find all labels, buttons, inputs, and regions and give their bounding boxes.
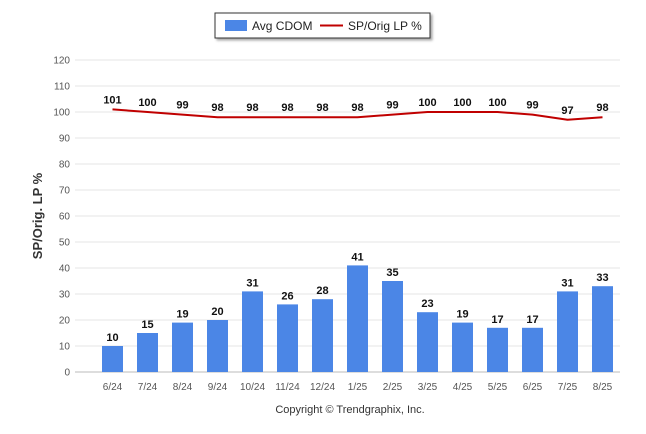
y-tick-label: 40 <box>59 264 71 275</box>
x-tick-label: 8/25 <box>593 382 613 393</box>
line-data-label: 99 <box>526 100 538 112</box>
line-data-label: 100 <box>488 97 506 109</box>
bar-data-label: 35 <box>386 267 398 279</box>
y-tick-label: 90 <box>59 134 71 145</box>
x-tick-label: 10/24 <box>240 382 265 393</box>
bar-data-label: 33 <box>596 272 608 284</box>
line-data-label: 98 <box>316 102 328 114</box>
bar-data-label: 31 <box>561 277 573 289</box>
line-data-label: 97 <box>561 105 573 117</box>
bar-data-label: 26 <box>281 290 293 302</box>
x-tick-label: 4/25 <box>453 382 473 393</box>
bar <box>347 265 368 372</box>
line-path <box>112 108 603 121</box>
bar <box>522 327 543 372</box>
bar-data-label: 31 <box>246 277 258 289</box>
x-tick-label: 7/24 <box>138 382 158 393</box>
x-tick-label: 2/25 <box>383 382 403 393</box>
bar-data-label: 17 <box>526 314 538 326</box>
bar <box>417 312 438 372</box>
grid-lines <box>75 59 620 373</box>
y-tick-label: 80 <box>59 160 71 171</box>
bar <box>382 281 403 372</box>
bar-data-label: 15 <box>141 319 153 331</box>
line-series: 101 100 99 98 98 98 98 98 99 100 100 100 99 97 98 <box>103 94 609 121</box>
bar <box>487 327 508 372</box>
x-tick-label: 6/24 <box>103 382 123 393</box>
bar <box>137 333 158 372</box>
x-tick-label: 5/25 <box>488 382 508 393</box>
y-axis-title: SP/Orig. LP % <box>30 172 45 259</box>
y-tick-label: 10 <box>59 342 71 353</box>
legend-label-line: SP/Orig LP % <box>348 19 422 33</box>
legend-swatch-bar <box>225 20 247 31</box>
line-data-label: 100 <box>418 97 436 109</box>
x-tick-label: 6/25 <box>523 382 543 393</box>
bar-data-label: 10 <box>106 332 118 344</box>
bar-data-label: 20 <box>211 306 223 318</box>
y-tick-label: 0 <box>64 368 70 379</box>
y-tick-label: 110 <box>54 82 70 93</box>
y-tick-label: 60 <box>59 212 71 223</box>
bar <box>312 299 333 372</box>
legend: Avg CDOM SP/Orig LP % <box>214 12 431 39</box>
bar-data-label: 19 <box>176 309 188 321</box>
line-data-label: 100 <box>138 97 156 109</box>
bar-data-label: 19 <box>456 309 468 321</box>
line-data-label: 98 <box>246 102 258 114</box>
legend-label-bar: Avg CDOM <box>252 19 312 33</box>
line-data-label: 99 <box>176 100 188 112</box>
x-axis-ticks: 6/24 7/24 8/24 9/24 10/24 11/24 12/24 1/25 2/25 3… <box>103 382 613 393</box>
y-tick-label: 120 <box>53 56 70 67</box>
x-tick-label: 8/24 <box>173 382 193 393</box>
bar <box>452 322 473 372</box>
y-tick-label: 70 <box>59 186 71 197</box>
bar <box>557 291 578 372</box>
bar-data-label: 28 <box>316 285 328 297</box>
line-data-label: 99 <box>386 100 398 112</box>
line-data-label: 101 <box>103 94 121 106</box>
x-tick-label: 11/24 <box>275 382 300 393</box>
line-data-label: 100 <box>453 97 471 109</box>
x-tick-label: 3/25 <box>418 382 438 393</box>
bar-data-label: 23 <box>421 298 433 310</box>
bar <box>277 304 298 372</box>
copyright-text: Copyright © Trendgraphix, Inc. <box>275 404 424 416</box>
y-axis-ticks: 0 10 20 30 40 50 60 70 80 90 100 110 120 <box>53 56 70 379</box>
bar <box>592 286 613 372</box>
y-tick-label: 50 <box>59 238 71 249</box>
line-data-label: 98 <box>211 102 223 114</box>
x-tick-label: 1/25 <box>348 382 368 393</box>
bar-data-label: 41 <box>351 251 363 263</box>
line-data-label: 98 <box>281 102 293 114</box>
bar <box>242 291 263 372</box>
y-tick-label: 20 <box>59 316 71 327</box>
bar-series: 10 15 19 20 31 26 28 41 35 23 19 17 17 31 33 <box>102 251 613 372</box>
y-tick-label: 30 <box>59 290 71 301</box>
bar <box>172 322 193 372</box>
line-data-label: 98 <box>596 102 608 114</box>
bar-data-label: 17 <box>491 314 503 326</box>
bar <box>207 320 228 372</box>
x-tick-label: 9/24 <box>208 382 228 393</box>
x-tick-label: 12/24 <box>310 382 335 393</box>
y-tick-label: 100 <box>53 108 70 119</box>
bar <box>102 346 123 372</box>
x-tick-label: 7/25 <box>558 382 578 393</box>
line-data-label: 98 <box>351 102 363 114</box>
